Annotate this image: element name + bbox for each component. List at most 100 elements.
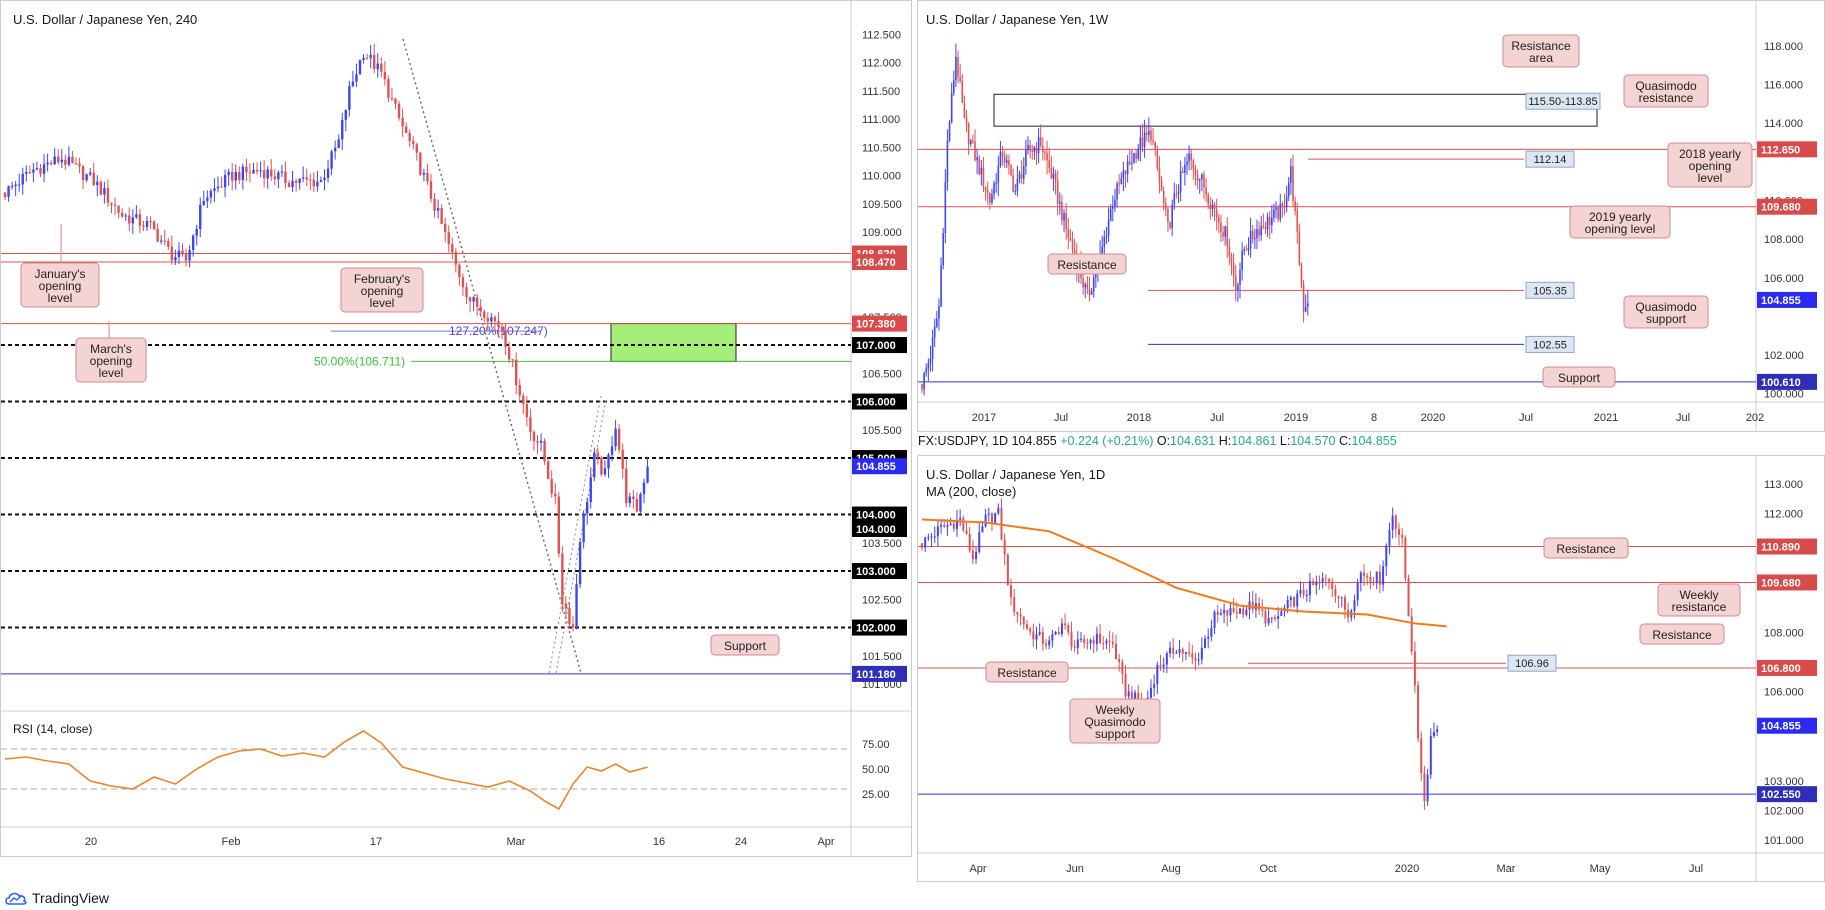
h4-candle-body	[397, 103, 401, 118]
h4-candle-body	[287, 183, 291, 188]
daily-note-resistance-right-text: Resistance	[1652, 628, 1712, 642]
h4-chart-panel[interactable]: 112.500 112.000 111.500 111.000 110.500 110.0…	[0, 0, 912, 857]
h4-y-tick-label: 111.500	[862, 86, 900, 98]
daily-candle-body	[1070, 632, 1073, 647]
weekly-candle-body	[1279, 203, 1282, 220]
h4-note-february-text: level	[370, 296, 395, 310]
footer-brand[interactable]: TradingView	[4, 888, 109, 908]
weekly-candle-body	[1145, 132, 1148, 135]
daily-candle-body	[1273, 617, 1276, 619]
weekly-box-tag: 115.50-113.85	[1528, 96, 1597, 108]
h4-note-january-text: opening	[39, 279, 82, 293]
weekly-candle-body	[1281, 203, 1284, 207]
daily-candle-body	[1302, 589, 1305, 596]
weekly-chart-title: U.S. Dollar / Japanese Yen, 1W	[926, 12, 1109, 27]
weekly-candle-body	[1228, 246, 1231, 257]
daily-support-price-tag: 102.550	[1761, 789, 1801, 801]
weekly-candle-body	[1150, 130, 1152, 141]
h4-note-march-text: opening	[90, 354, 133, 368]
weekly-candle-body	[1137, 148, 1140, 159]
h4-y-tick-label: 102.500	[862, 594, 902, 606]
weekly-candle-body	[942, 233, 944, 266]
weekly-candle-body	[1177, 191, 1180, 195]
h4-candle-body	[394, 98, 397, 104]
h4-candle-body	[18, 184, 21, 186]
weekly-candle-body	[1251, 230, 1254, 239]
weekly-chart-panel[interactable]: 118.000116.000114.000110.000108.000106.0…	[917, 0, 1825, 432]
weekly-candle-body	[1154, 141, 1156, 150]
weekly-candle-body	[1300, 264, 1303, 285]
weekly-candle-body	[1205, 187, 1207, 195]
daily-candle-body	[1099, 633, 1102, 644]
daily-candle-body	[1385, 545, 1388, 567]
weekly-x-tick-label: Jul	[1210, 412, 1224, 424]
symbol-name[interactable]: FX:USDJPY, 1D	[918, 434, 1009, 448]
daily-resistance-price-tag-bg	[1757, 538, 1817, 555]
h4-level-price-tag: 103.000	[856, 566, 896, 578]
h4-candle-body	[578, 542, 582, 585]
daily-candle-body	[997, 507, 1000, 514]
daily-candle-body	[1175, 652, 1178, 654]
weekly-candle-body	[1061, 201, 1063, 221]
h4-candle-body	[7, 186, 10, 197]
weekly-candle-body	[1268, 216, 1271, 226]
h4-resistance-price-tag: 108.470	[856, 257, 896, 269]
daily-candle-body	[1076, 639, 1079, 649]
h4-candle-body	[429, 181, 433, 199]
weekly-note-2018-text: level	[1698, 171, 1723, 185]
daily-candle-body	[1267, 618, 1270, 624]
h4-note-january-box	[20, 262, 100, 308]
daily-candle-body	[981, 526, 984, 533]
weekly-candle-body	[1196, 174, 1199, 181]
weekly-note-2018-text: 2018 yearly	[1679, 147, 1741, 161]
h4-candle-body	[490, 317, 493, 322]
h4-candle-body	[436, 208, 440, 211]
h4-chart-svg[interactable]: 112.500 112.000 111.500 111.000 110.500 110.0…	[1, 1, 912, 857]
h4-x-tick-label: Mar	[507, 836, 526, 848]
weekly-candle-body	[953, 80, 955, 94]
weekly-chart-svg[interactable]: 118.000116.000114.000110.000108.000106.0…	[918, 1, 1825, 432]
footer-brand-text: TradingView	[32, 890, 110, 906]
daily-candle-body	[1366, 575, 1369, 578]
daily-candle-body	[1210, 627, 1213, 637]
h4-note-support-text: Support	[724, 639, 767, 653]
h4-candle-body	[131, 217, 134, 224]
daily-candle-body	[1229, 608, 1232, 616]
weekly-candle-body	[1073, 249, 1076, 256]
daily-candle-body	[1105, 640, 1108, 644]
weekly-level-tag-box	[1525, 335, 1575, 353]
h4-candle-body	[78, 163, 81, 167]
weekly-candle-body	[1302, 284, 1305, 312]
weekly-candle-body	[1167, 209, 1169, 223]
h4-candle-body	[586, 501, 589, 514]
h4-candle-body	[401, 117, 404, 127]
h4-candle-body	[46, 162, 49, 165]
h4-candle-body	[234, 172, 237, 181]
h4-candle-body	[575, 584, 578, 628]
weekly-candle-body	[1095, 273, 1097, 278]
daily-y-tick-label: 112.000	[1764, 509, 1803, 521]
h4-candle-body	[248, 172, 252, 174]
h4-resistance-price-tag: 107.380	[856, 319, 896, 331]
daily-chart-svg[interactable]: 113.000112.000111.000108.000106.000103.0…	[918, 456, 1825, 882]
weekly-candle-body	[957, 56, 959, 78]
daily-candle-body	[1114, 644, 1117, 659]
daily-candle-body	[1025, 624, 1028, 629]
h4-candle-body	[96, 181, 99, 186]
h4-candle-body	[188, 249, 191, 261]
h4-candle-body	[635, 498, 639, 512]
daily-candle-body	[1035, 634, 1038, 640]
weekly-candle-body	[1112, 206, 1114, 209]
h4-candle-body	[333, 147, 337, 152]
h4-support-price-tag-bg	[852, 665, 907, 682]
daily-chart-panel[interactable]: 113.000112.000111.000108.000106.000103.0…	[917, 455, 1825, 882]
h4-candle-body	[543, 440, 546, 462]
daily-candle-body	[924, 537, 927, 548]
h4-candle-body	[259, 170, 262, 172]
daily-candle-body	[1194, 657, 1197, 661]
ma-indicator-label[interactable]: MA (200, close)	[926, 484, 1017, 499]
weekly-candle-body	[948, 122, 951, 141]
daily-note-weekly-resistance-text: Weekly	[1679, 588, 1718, 602]
h4-x-tick-label: Apr	[817, 836, 834, 848]
daily-x-tick-label: Aug	[1161, 863, 1181, 875]
